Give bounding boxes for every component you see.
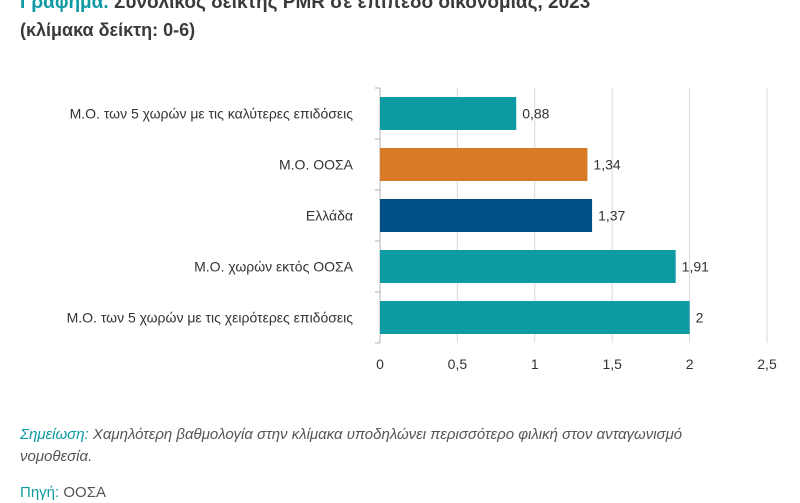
- chart-subtitle: (κλίμακα δείκτη: 0-6): [20, 20, 196, 40]
- chart-title: Γράφημα. Συνολικός δείκτης PMR σε επίπεδ…: [20, 0, 590, 15]
- bar: [380, 199, 593, 232]
- bar: [380, 97, 517, 130]
- chart-title-text: Συνολικός δείκτης PMR σε επίπεδο οικονομ…: [108, 0, 591, 13]
- category-label: Μ.Ο. χωρών εκτός ΟΟΣΑ: [194, 259, 354, 275]
- x-tick-label: 1: [531, 356, 539, 372]
- data-label: 1,34: [593, 157, 620, 173]
- note-text: Χαμηλότερη βαθμολογία στην κλίμακα υποδη…: [20, 426, 683, 465]
- data-label: 2: [696, 310, 704, 326]
- category-label: Μ.Ο. ΟΟΣΑ: [279, 157, 354, 173]
- bar: [380, 250, 676, 283]
- data-label: 1,37: [598, 208, 625, 224]
- category-label: Μ.Ο. των 5 χωρών με τις χειρότερες επιδό…: [67, 310, 354, 326]
- source-lead: Πηγή:: [20, 484, 60, 501]
- pmr-bar-chart: 0 0,5 1 1,5 2 2,5 Μ.Ο. των 5 χωρών με τις καλύ…: [67, 87, 777, 372]
- bar: [380, 148, 588, 181]
- chart-note: Σημείωση: Χαμηλότερη βαθμολογία στην κλί…: [20, 424, 740, 468]
- data-label: 1,91: [682, 259, 709, 275]
- source-text: ΟΟΣΑ: [59, 484, 106, 501]
- bar: [380, 301, 690, 334]
- note-lead: Σημείωση:: [20, 426, 89, 443]
- x-tick-label: 2: [686, 356, 694, 372]
- chart-source: Πηγή: ΟΟΣΑ: [20, 483, 106, 503]
- x-tick-label: 2,5: [757, 356, 777, 372]
- category-label: Μ.Ο. των 5 χωρών με τις καλύτερες επιδόσ…: [70, 106, 354, 122]
- x-tick-label: 0: [376, 356, 384, 372]
- x-tick-label: 0,5: [448, 356, 468, 372]
- data-label: 0,88: [522, 106, 549, 122]
- category-label: Ελλάδα: [306, 208, 353, 224]
- chart-title-lead: Γράφημα.: [20, 0, 109, 13]
- x-tick-label: 1,5: [602, 356, 622, 372]
